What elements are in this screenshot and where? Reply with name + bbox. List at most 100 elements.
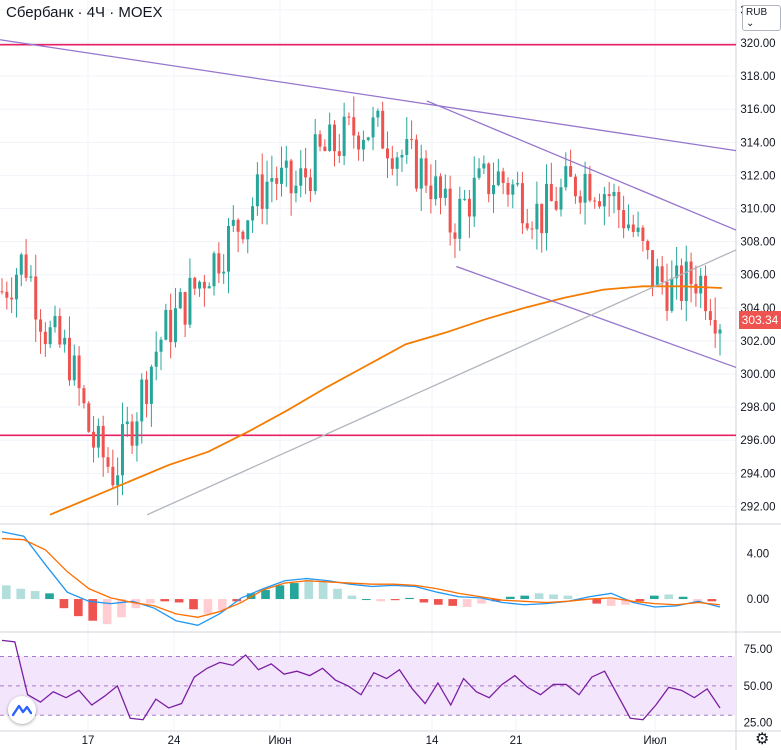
candle-body	[5, 291, 9, 298]
candle-body	[419, 158, 423, 189]
candle-body	[178, 292, 182, 309]
macd-histogram-bar	[232, 599, 242, 602]
candle-body	[607, 194, 611, 197]
candle-body	[212, 253, 216, 287]
candle-body	[265, 181, 269, 209]
tradingview-logo-icon[interactable]	[8, 696, 36, 724]
candle-body	[583, 173, 587, 203]
macd-histogram-bar	[333, 588, 342, 600]
candle-body	[43, 331, 47, 345]
candle-body	[453, 232, 457, 239]
macd-histogram-bar	[318, 581, 328, 600]
price-tick-label: 320.00	[740, 38, 775, 50]
candle-body	[699, 275, 703, 294]
candle-body	[434, 176, 438, 200]
candle-body	[463, 198, 467, 200]
candle-body	[323, 146, 327, 151]
candle-body	[559, 187, 563, 210]
candle-body	[602, 194, 606, 207]
candle-body	[63, 337, 67, 345]
candle-body	[299, 168, 303, 186]
candle-body	[617, 191, 621, 211]
macd-histogram-bar	[534, 593, 544, 600]
candle-body	[626, 224, 630, 229]
macd-histogram-bar	[347, 595, 357, 600]
candle-body	[670, 278, 674, 311]
candle-body	[520, 183, 524, 224]
candle-body	[347, 116, 351, 118]
candle-body	[439, 176, 443, 198]
rsi-tick-label: 25.00	[744, 718, 773, 730]
candle-body	[246, 220, 250, 240]
candle-body	[39, 319, 43, 332]
trend-line	[426, 100, 737, 231]
candle-body	[704, 275, 708, 312]
macd-histogram-bar	[2, 585, 11, 600]
macd-histogram-bar	[261, 589, 270, 600]
candle-body	[14, 274, 18, 300]
candle-body	[366, 137, 370, 140]
rsi-line	[1, 639, 721, 721]
candle-body	[713, 320, 717, 334]
candle-body	[77, 355, 81, 389]
candle-body	[689, 261, 693, 285]
candle-body	[164, 309, 168, 340]
macd-histogram-bar	[678, 596, 688, 600]
chart-title: Сбербанк · 4Ч · MOEX	[6, 4, 163, 21]
macd-histogram-bar	[174, 599, 184, 603]
candle-body	[443, 188, 447, 198]
candle-body	[675, 265, 679, 279]
candle-body	[159, 339, 163, 352]
macd-histogram-bar	[362, 599, 371, 601]
macd-histogram-bar	[59, 599, 69, 609]
candle-body	[173, 308, 177, 343]
macd-histogram-bar	[592, 599, 602, 604]
candle-body	[135, 421, 139, 446]
macd-histogram-bar	[506, 596, 515, 600]
candle-body	[275, 178, 279, 184]
currency-button[interactable]: RUB ⌄	[742, 5, 781, 31]
macd-histogram-bar	[275, 585, 285, 600]
macd-line	[1, 531, 721, 626]
candle-body	[641, 227, 645, 242]
candle-body	[87, 403, 91, 432]
candle-body	[472, 177, 476, 217]
candle-body	[198, 281, 202, 289]
candle-body	[665, 281, 669, 311]
macd-histogram-bar	[520, 595, 530, 600]
moving-average-line	[49, 285, 723, 516]
candle-body	[593, 200, 597, 202]
candle-body	[684, 261, 688, 301]
macd-histogram-bar	[88, 599, 98, 621]
candle-body	[525, 223, 529, 229]
last-price-badge: 303.34	[739, 311, 781, 329]
candle-body	[516, 183, 520, 185]
macd-histogram-bar	[146, 599, 155, 604]
time-tick-label: 14	[426, 735, 439, 747]
candle-body	[337, 151, 341, 156]
candle-body	[631, 224, 635, 232]
candle-body	[236, 219, 240, 232]
macd-histogram-bar	[117, 599, 126, 618]
trend-line	[456, 265, 737, 369]
time-tick-label: Июн	[268, 735, 291, 747]
candle-body	[294, 185, 298, 194]
macd-histogram-bar	[30, 591, 40, 600]
axes: 322.00320.00318.00316.00314.00312.00310.…	[82, 5, 776, 747]
candle-body	[371, 117, 375, 138]
candle-body	[226, 225, 230, 272]
macd-histogram-bar	[390, 599, 400, 601]
candle-body	[207, 286, 211, 289]
horizontal-levels	[0, 43, 736, 437]
macd-histogram-bar	[218, 599, 227, 611]
gear-icon[interactable]: ⚙	[755, 731, 770, 748]
candle-body	[492, 185, 496, 195]
candle-body	[395, 157, 399, 169]
candle-body	[284, 160, 288, 168]
macd-histogram-bar	[606, 599, 616, 606]
candle-body	[390, 158, 394, 169]
candle-body	[289, 160, 293, 194]
candle-body	[612, 191, 616, 197]
